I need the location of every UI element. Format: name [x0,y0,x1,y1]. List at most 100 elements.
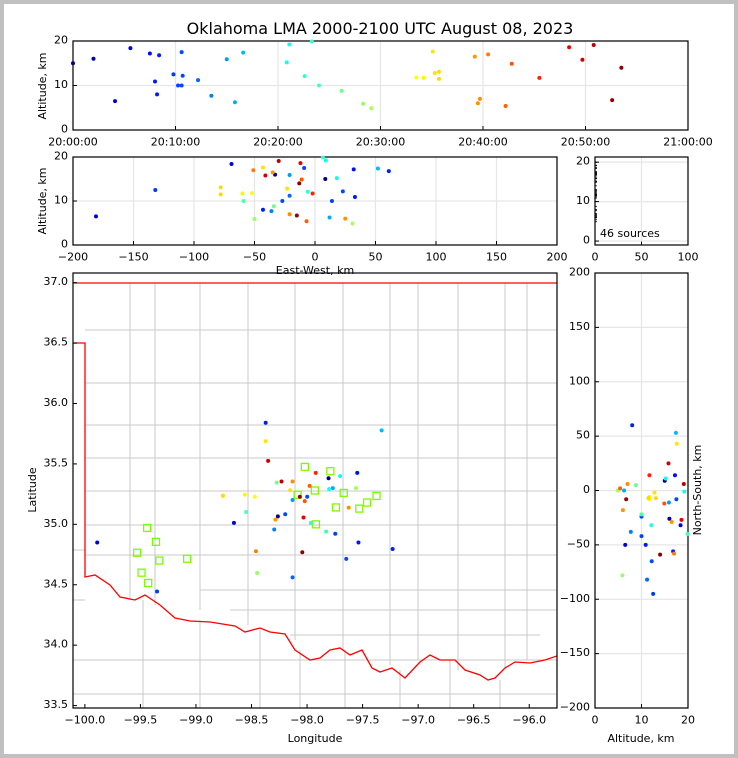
plan_view-y-tick-label: 34.0 [44,638,69,651]
ew-height-point [251,168,256,173]
ns_height-y-tick-label: 150 [569,320,590,333]
ew-height-point [352,195,357,200]
time-height-point [209,93,214,98]
plan_view-x-tick-label: −99.5 [124,714,158,727]
ns-ylabel: North-South, km [691,445,704,536]
ns-height-point [679,517,684,522]
time-height-point [414,75,419,80]
station-marker [331,503,341,512]
plan-view-point [354,486,359,491]
ew_height-x-tick-label: −200 [58,251,88,264]
time-height-point [486,52,491,57]
ew-height-point [294,213,299,218]
plan-view-point [307,483,312,488]
ns-height-point [643,542,648,547]
station-marker [311,520,321,529]
time_height-frame [72,40,689,131]
histogram-frame [594,156,689,246]
time_height-y-tick-label: 0 [61,123,68,136]
plan_view-x-tick-label: −96.0 [512,714,546,727]
plan_view-x-tick-label: −100.0 [65,714,106,727]
ns-height-point [669,520,674,525]
time-height-point [591,43,596,48]
ns_height-y-tick-label: −200 [560,701,590,714]
time-height-point [180,73,185,78]
time_height-x-tick-label: 20:00:00 [48,136,97,149]
time-height-point [176,83,181,88]
ns-height-point [620,508,625,513]
plan-view-point [302,499,307,504]
ew-height-point [323,158,328,163]
time_height-x-tick-label: 21:00:00 [663,136,712,149]
ew-height-point [327,215,332,220]
ew-height-point [252,217,257,222]
time-height-point [619,65,624,70]
plan-view-point [155,589,160,594]
ew-height-point [93,214,98,219]
ew-height-point [229,162,234,167]
ew-height-point [276,158,281,163]
time-height-point [430,49,435,54]
ew-height-point [218,185,223,190]
ns-height-point [662,501,667,506]
ns_height-y-tick-label: −150 [560,646,590,659]
ns-altitude-label: Altitude, km [607,732,674,745]
time-height-point [339,88,344,93]
ew-height-point [280,199,285,203]
ns-height-point [673,430,678,435]
ew-height-point [329,199,334,203]
ew-height-point [153,188,158,192]
county-borders [73,282,557,708]
station-marker [155,556,164,565]
plan_view-y-tick-label: 36.5 [44,336,69,349]
time-height-point [309,39,314,44]
time-height-point [179,83,184,88]
station-marker [137,568,146,577]
station-marker [132,548,142,557]
time-height-point [196,78,201,83]
ew-height-point [343,216,348,221]
ew-xlabel: East-West, km [276,264,354,277]
ew_height-y-tick-label: 20 [54,150,68,163]
ns-height-point [649,559,654,564]
ew-height-point [298,161,303,166]
station-marker [372,491,381,501]
ew-height-point [386,169,391,174]
time-height-point [580,57,585,62]
plan-view-point [338,474,343,479]
ns-height-point [645,577,650,582]
time-height-point [241,50,246,55]
ew-height-point [287,173,292,178]
plan-view-point [274,480,279,485]
time-height-point [153,79,157,84]
plan_view-y-tick-label: 33.5 [44,698,69,711]
time-height-point [157,53,162,58]
plan-view-point [231,520,236,525]
ns-height-point [674,441,679,446]
time-height-point [113,99,118,104]
time_height-x-tick-label: 20:10:00 [151,136,200,149]
plan-view-point [244,510,249,515]
time-height-point [421,75,426,80]
plan-view-point [355,470,360,475]
plan_view-x-tick-label: −99.0 [179,714,213,727]
ns-height-point [646,496,651,501]
ew-height-point [271,204,276,209]
ns-height-point [666,461,671,466]
source-count: 46 sources [600,227,660,240]
time_height-x-tick-label: 20:20:00 [253,136,302,149]
plan_view-y-tick-label: 34.5 [44,577,69,590]
time-height-point [128,46,133,51]
ew-height-point [350,221,355,226]
plan-view-point [327,487,332,492]
plan-view-point [95,540,100,545]
time-height-point [509,61,514,66]
ew_height-x-tick-label: 150 [486,251,507,264]
time-height-point [284,60,289,65]
plan-view-point [333,531,338,536]
ns-height-point [663,476,668,481]
time-height-point [287,42,292,47]
ns-height-point [620,573,625,578]
time-height-point [317,83,321,88]
plan-view-point [324,529,329,534]
